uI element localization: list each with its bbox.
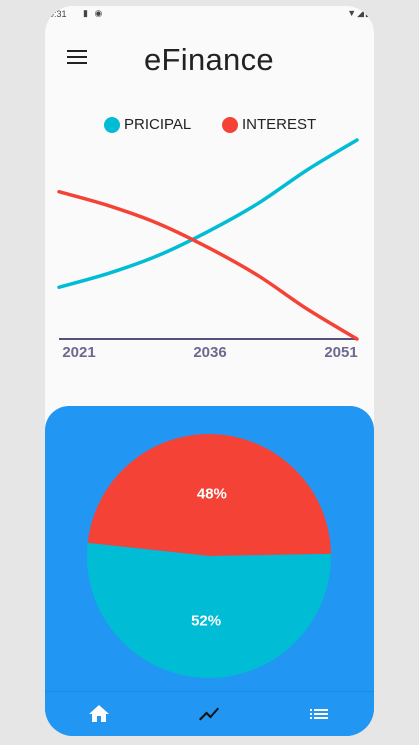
legend-label-principal: PRICIPAL xyxy=(124,116,192,133)
x-tick-label: 2036 xyxy=(193,344,226,361)
status-signal-icons: ▼◢▮ xyxy=(347,8,371,18)
pie-chart: 48% 52% xyxy=(86,434,331,679)
pie-label-interest: 48% xyxy=(197,486,227,503)
legend-item-interest: INTEREST xyxy=(222,116,316,133)
page-title: eFinance xyxy=(144,42,274,77)
series-line-interest xyxy=(57,189,359,341)
menu-icon[interactable] xyxy=(65,48,89,66)
list-icon[interactable] xyxy=(306,702,332,726)
status-bar: 0:31 ▮ ◉ ▼◢▮ xyxy=(45,6,374,22)
pie-slice-pricipal xyxy=(86,542,331,679)
series-line-principal xyxy=(57,138,359,290)
status-notification-icons: ▮ ◉ xyxy=(83,8,105,18)
legend-label-interest: INTEREST xyxy=(242,116,317,133)
legend-item-principal: PRICIPAL xyxy=(104,116,191,133)
pie-label-pricipal: 52% xyxy=(191,612,221,629)
pie-card: 48% 52% xyxy=(45,406,374,736)
pie-slice-interest xyxy=(87,434,331,556)
phone-screen: 0:31 ▮ ◉ ▼◢▮ eFinance PRICIPAL INTEREST … xyxy=(45,6,374,736)
x-tick-label: 2021 xyxy=(62,344,95,361)
home-icon[interactable] xyxy=(86,702,112,726)
legend-dot-principal xyxy=(104,116,120,133)
x-tick-label: 2051 xyxy=(324,344,357,361)
status-time: 0:31 xyxy=(49,9,67,19)
app-bar: eFinance xyxy=(45,28,374,84)
legend-dot-interest xyxy=(222,116,238,133)
line-chart: 2021 2036 2051 xyxy=(57,138,359,361)
bottom-nav xyxy=(45,691,374,736)
show-chart-icon[interactable] xyxy=(196,702,222,726)
